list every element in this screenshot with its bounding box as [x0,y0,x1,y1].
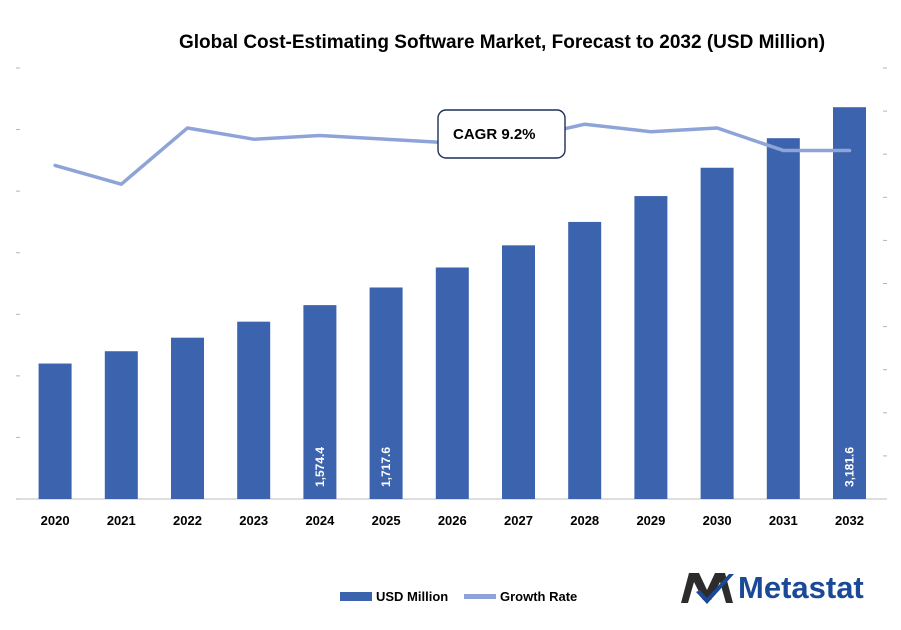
bar-2030 [700,167,734,499]
x-axis-tick-labels: 2020 2021 2022 2023 2024 2025 2026 2027 2028 2029… [41,513,864,528]
data-label-2024: 1,574.4 [313,447,327,487]
bar-2031 [766,138,800,500]
x-tick-2026: 2026 [438,513,467,528]
metastat-logo: Metastat [681,570,864,605]
x-tick-2029: 2029 [636,513,665,528]
x-tick-2023: 2023 [239,513,268,528]
x-tick-2032: 2032 [835,513,864,528]
bar-2025 [369,287,403,499]
bar-2024 [303,305,337,499]
bar-2032 [833,107,866,500]
bar-2021 [104,351,138,499]
metastat-logo-icon [681,573,734,604]
cagr-box [437,109,566,159]
chart-title: Global Cost-Estimating Software Market, … [179,32,825,53]
x-tick-2020: 2020 [41,513,70,528]
bar-2026 [435,267,469,499]
x-tick-2031: 2031 [769,513,798,528]
bar-2027 [502,245,535,499]
x-tick-2030: 2030 [703,513,732,528]
legend-line-label: Growth Rate [500,589,577,604]
bar-series [38,107,866,500]
data-label-2025: 1,717.6 [379,447,393,487]
x-tick-2025: 2025 [372,513,401,528]
bar-2020 [38,363,72,499]
x-tick-2021: 2021 [107,513,136,528]
bar-2022 [171,337,204,499]
data-label-2032: 3,181.6 [843,447,857,487]
x-tick-2022: 2022 [173,513,202,528]
x-tick-2028: 2028 [570,513,599,528]
cagr-annotation: CAGR 9.2% [437,109,566,159]
bar-2029 [634,196,668,499]
bar-2028 [568,221,602,499]
left-axis-ticks [16,67,20,500]
cagr-label: CAGR 9.2% [453,126,536,143]
legend-line-swatch [464,594,496,599]
metastat-logo-text: Metastat [738,570,864,605]
data-labels: 1,574.4 1,717.6 3,181.6 [313,447,857,487]
right-axis-ticks [883,67,887,500]
x-tick-2027: 2027 [504,513,533,528]
legend: USD Million Growth Rate [340,589,577,604]
legend-bar-swatch [340,592,372,601]
x-tick-2024: 2024 [305,513,335,528]
legend-bar-label: USD Million [376,589,448,604]
bar-2023 [237,321,271,499]
